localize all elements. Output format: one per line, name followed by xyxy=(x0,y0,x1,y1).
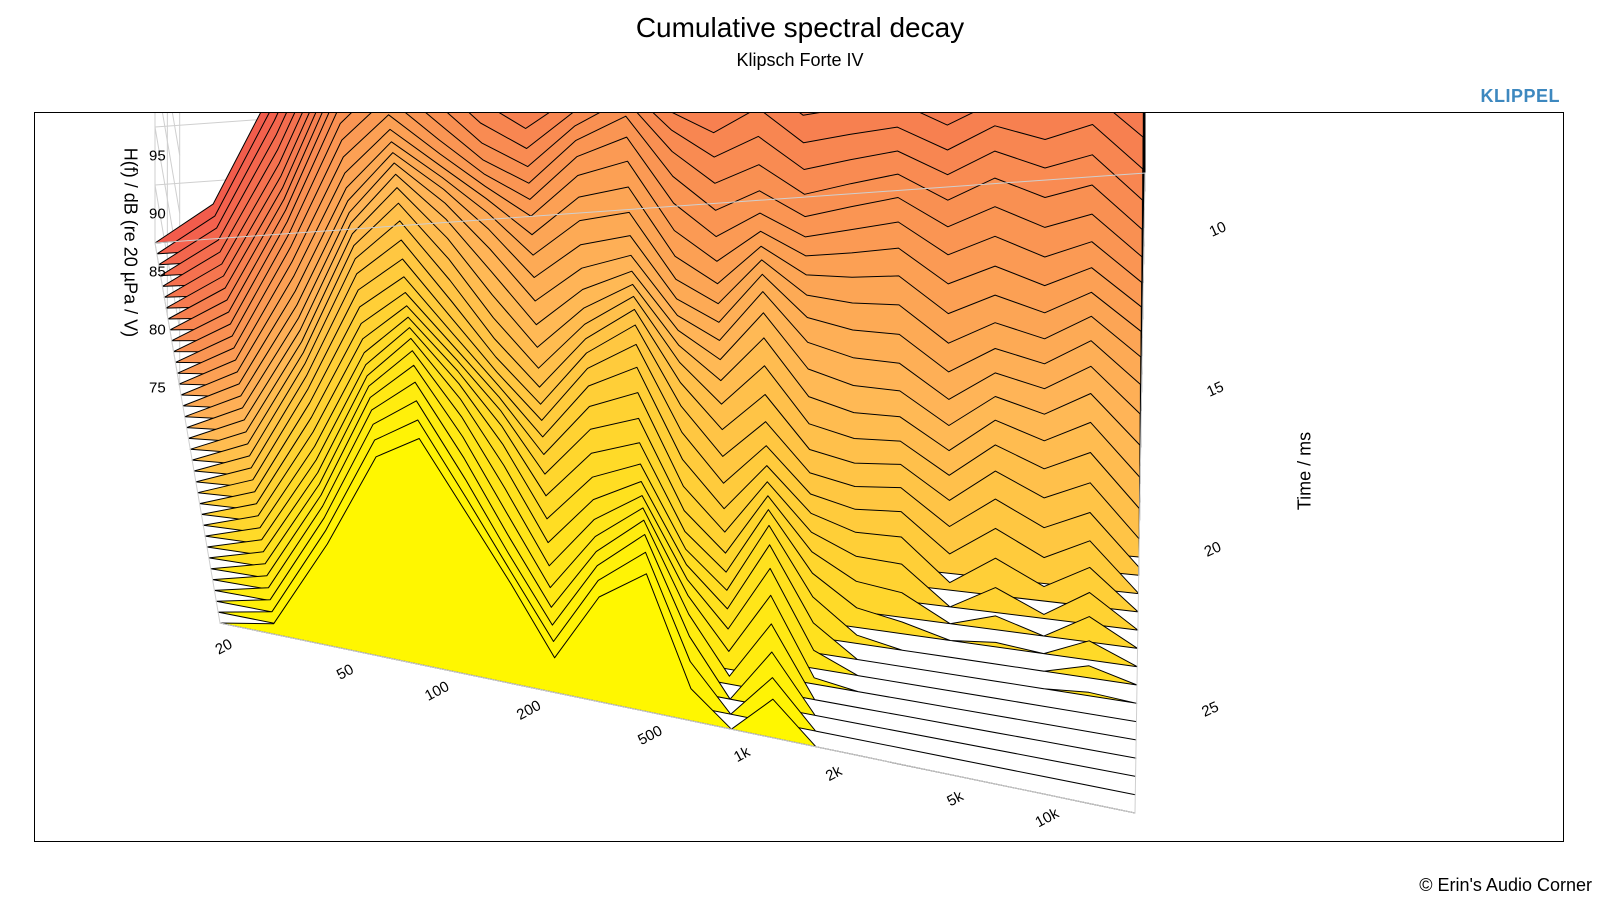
svg-text:200: 200 xyxy=(514,697,544,724)
svg-text:75: 75 xyxy=(149,379,166,396)
brand-label: KLIPPEL xyxy=(1480,86,1560,107)
plot-area: 75 80 85 90 95 100 H(f) / dB (re 20 µPa / V) 20… xyxy=(34,112,1564,842)
svg-text:10: 10 xyxy=(1207,218,1229,240)
time-axis-label: Time / ms xyxy=(1295,432,1315,510)
svg-text:50: 50 xyxy=(334,661,357,684)
surface xyxy=(155,113,1145,813)
svg-text:2k: 2k xyxy=(823,762,845,785)
svg-text:80: 80 xyxy=(149,321,166,338)
svg-text:20: 20 xyxy=(213,636,236,659)
svg-text:1k: 1k xyxy=(731,743,753,766)
svg-text:10k: 10k xyxy=(1032,805,1062,832)
svg-text:500: 500 xyxy=(635,722,665,749)
svg-text:15: 15 xyxy=(1204,378,1226,400)
svg-text:90: 90 xyxy=(149,205,166,222)
svg-text:20: 20 xyxy=(1202,538,1224,560)
page-subtitle: Klipsch Forte IV xyxy=(0,50,1600,71)
svg-text:5k: 5k xyxy=(944,787,966,810)
svg-text:95: 95 xyxy=(149,147,166,164)
z-axis-label: H(f) / dB (re 20 µPa / V) xyxy=(121,148,141,337)
credit: © Erin's Audio Corner xyxy=(1419,875,1592,896)
svg-text:85: 85 xyxy=(149,263,166,280)
page-title: Cumulative spectral decay xyxy=(0,12,1600,44)
svg-text:25: 25 xyxy=(1199,698,1221,720)
waterfall-plot-svg: 75 80 85 90 95 100 H(f) / dB (re 20 µPa / V) 20… xyxy=(35,113,1564,842)
svg-text:100: 100 xyxy=(422,678,452,705)
